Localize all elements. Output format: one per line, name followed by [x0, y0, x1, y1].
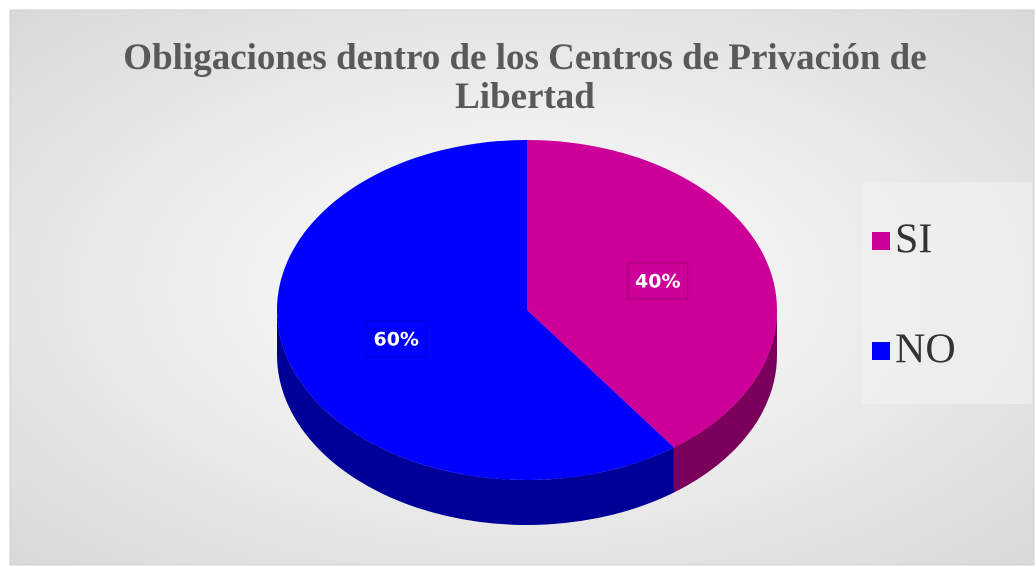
legend-swatch	[872, 232, 890, 250]
chart-title: Obligaciones dentro de los Centros de Pr…	[123, 37, 927, 117]
legend-label: NO	[895, 327, 956, 373]
data-label: 60%	[373, 328, 418, 350]
slice-side	[673, 310, 777, 493]
label-box	[365, 320, 427, 358]
data-label: 40%	[635, 271, 680, 293]
slice	[276, 140, 674, 480]
slice-side	[277, 310, 674, 525]
legend-swatch	[872, 342, 890, 360]
label-box	[627, 262, 689, 300]
legend-label: SI	[895, 217, 932, 263]
legend-box	[862, 182, 1032, 404]
